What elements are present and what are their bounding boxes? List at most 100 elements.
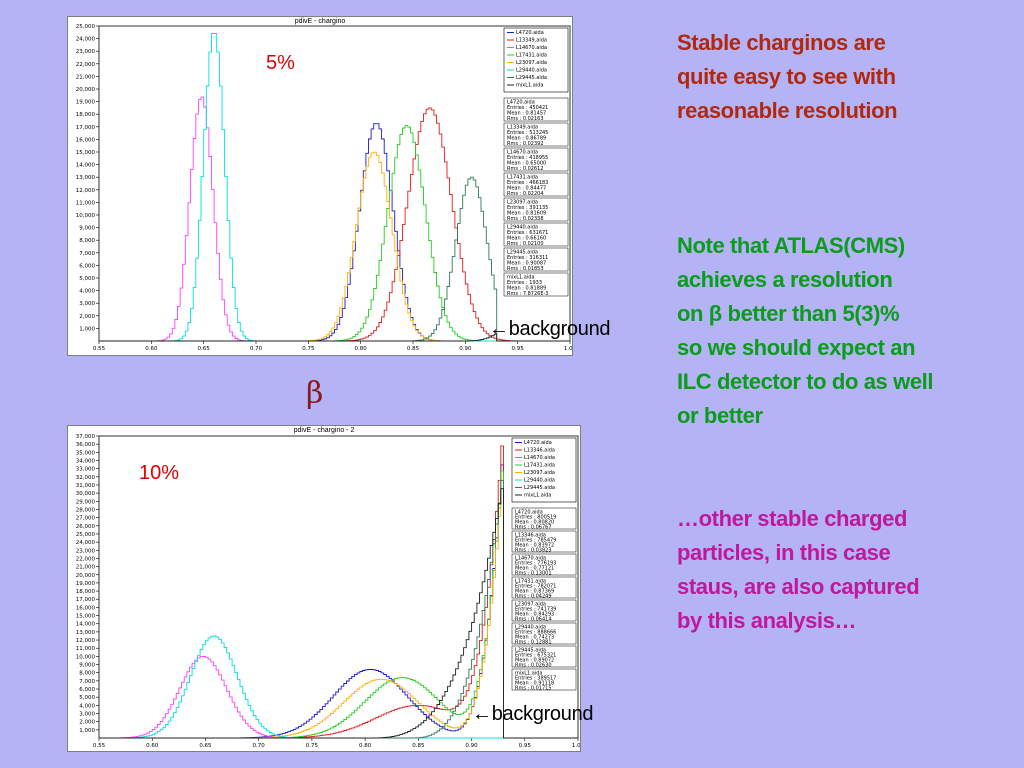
series-line: [99, 479, 578, 739]
legend-box: [503, 27, 569, 93]
stats-key: Rms :: [515, 663, 531, 669]
stats-box: [511, 507, 577, 530]
note-stable-charginos: Stable charginos are quite easy to see w…: [677, 26, 1017, 128]
y-tick-label: 25,000: [76, 532, 96, 538]
stats-line: Rms : 0.02392: [507, 141, 544, 147]
note-line: by this analysis…: [677, 608, 857, 633]
stats-value: L13349.aida: [507, 125, 538, 131]
stats-value: 0.13001: [531, 571, 552, 577]
series-line: [99, 488, 578, 739]
stats-line: L14670.aida: [507, 150, 538, 156]
y-tick-label: 21,000: [76, 74, 96, 80]
stats-line: Entries : 782071: [515, 584, 556, 590]
stats-line: L29440.aida: [507, 225, 538, 231]
series-line: [99, 176, 570, 342]
stats-line: L14670.aida: [515, 556, 546, 562]
y-tick-label: 14,000: [76, 163, 96, 169]
legend-entry: L13346.aida: [524, 448, 555, 454]
note-line: Note that ATLAS(CMS): [677, 233, 905, 258]
stats-value: 0.87369: [534, 589, 555, 595]
y-tick-label: 5,000: [79, 276, 95, 282]
y-tick-label: 9,000: [79, 226, 95, 232]
stats-value: 776193: [537, 561, 556, 567]
stats-value: 0.74273: [534, 635, 555, 641]
stats-value: 0.02204: [523, 191, 544, 197]
stats-line: L17431.aida: [515, 579, 546, 585]
stats-key: Entries :: [515, 561, 537, 567]
stats-value: 418955: [529, 155, 548, 161]
bottom-background-label: ←background: [472, 703, 594, 725]
stats-value: L23097.aida: [507, 200, 538, 206]
stats-line: Mean : 0.86789: [507, 136, 546, 142]
stats-box: [503, 122, 569, 147]
y-tick-label: 3,000: [79, 301, 95, 307]
y-tick-label: 35,000: [76, 450, 96, 456]
x-tick-label: 0.95: [512, 346, 525, 352]
y-tick-label: 16,000: [76, 605, 96, 611]
stats-line: Entries : 888666: [515, 630, 556, 636]
series-line: [99, 464, 578, 739]
x-tick-label: 0.80: [355, 346, 368, 352]
stats-value: L29445.aida: [507, 250, 538, 256]
note-line: reasonable resolution: [677, 98, 898, 123]
stats-value: 0.89072: [534, 658, 555, 664]
stats-key: Rms :: [507, 141, 523, 147]
stats-key: Mean :: [507, 136, 526, 142]
stats-key: Mean :: [515, 520, 534, 526]
y-tick-label: 20,000: [76, 573, 96, 579]
top-plot-panel: pdivE - chargino 1,000 2,000 3,000 4,000 5,0…: [67, 16, 573, 356]
stats-line: Rms : 7.8726E-3: [507, 291, 548, 297]
stats-value: 0.02163: [523, 116, 544, 122]
y-tick-label: 29,000: [76, 499, 96, 505]
series-line: [99, 96, 570, 342]
stats-key: Rms :: [507, 291, 523, 297]
y-tick-label: 22,000: [76, 62, 96, 68]
y-tick-label: 37,000: [76, 434, 96, 440]
stats-line: Rms : 0.02100: [507, 241, 544, 247]
stats-line: L17431.aida: [507, 175, 538, 181]
stats-key: Rms :: [515, 548, 531, 554]
note-line: or better: [677, 403, 763, 428]
stats-line: Rms : 0.06767: [515, 525, 552, 531]
stats-line: L4720.aida: [507, 100, 535, 106]
legend-entry: L23097.aida: [524, 470, 555, 476]
stats-line: Entries : 785479: [515, 538, 556, 544]
stats-line: Rms : 0.03823: [515, 548, 552, 554]
beta-axis-label: β: [306, 376, 324, 411]
stats-line: L13346.aida: [515, 533, 546, 539]
stats-box: [503, 147, 569, 172]
bottom-resolution-label: 10%: [139, 462, 180, 484]
stats-line: Entries : 450421: [507, 105, 548, 111]
stats-key: Mean :: [507, 186, 526, 192]
stats-key: Mean :: [515, 589, 534, 595]
stats-box: [503, 272, 569, 297]
y-tick-label: 17,000: [76, 125, 96, 131]
series-line: [99, 33, 570, 342]
stats-box: [511, 530, 577, 553]
y-tick-label: 11,000: [76, 646, 96, 652]
y-tick-label: 11,000: [76, 200, 96, 206]
stats-value: L29440.aida: [515, 625, 546, 631]
stats-line: Entries : 1933: [507, 280, 542, 286]
stats-key: Rms :: [515, 571, 531, 577]
stats-line: Rms : 0.02630: [515, 663, 552, 669]
stats-line: Mean : 0.91118: [515, 681, 554, 687]
legend-box: [511, 437, 577, 503]
y-tick-label: 8,000: [79, 671, 95, 677]
stats-line: Mean : 0.74273: [515, 635, 554, 641]
stats-value: 0.02100: [523, 241, 544, 247]
series-line: [99, 107, 570, 342]
y-tick-label: 3,000: [79, 712, 95, 718]
stats-key: Mean :: [507, 111, 526, 117]
stats-line: L13349.aida: [507, 125, 538, 131]
legend-entry: L17431.aida: [516, 53, 547, 59]
stats-key: Entries :: [515, 676, 537, 682]
note-staus: …other stable charged particles, in this…: [677, 502, 1017, 638]
stats-value: 785479: [537, 538, 556, 544]
stats-line: Rms : 0.02204: [507, 191, 544, 197]
stats-key: Rms :: [507, 116, 523, 122]
y-tick-label: 4,000: [79, 703, 95, 709]
y-tick-label: 10,000: [76, 213, 96, 219]
stats-line: Mean : 0.65000: [507, 161, 546, 167]
stats-key: Entries :: [515, 630, 537, 636]
